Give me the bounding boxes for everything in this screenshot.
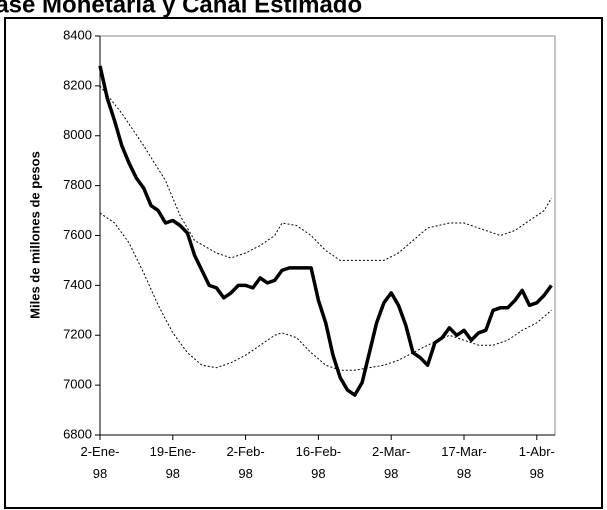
y-tick-label: 8200	[63, 77, 92, 92]
y-tick-label: 6800	[63, 426, 92, 441]
y-tick-label: 7800	[63, 177, 92, 192]
y-tick-label: 8000	[63, 127, 92, 142]
y-tick-label: 7200	[63, 327, 92, 342]
y-tick-label: 7400	[63, 277, 92, 292]
x-tick-label: 19-Ene-98	[149, 444, 196, 481]
y-tick-label: 7600	[63, 227, 92, 242]
band-line	[99, 212, 552, 371]
chart-frame	[4, 17, 603, 509]
x-tick-label: 16-Feb-98	[295, 444, 342, 481]
x-tick-label: 2-Mar-98	[372, 444, 411, 481]
y-tick-label: 7000	[63, 377, 92, 392]
chart-title: Base Monetaria y Canal Estimado	[0, 0, 362, 18]
x-tick-label: 17-Mar-98	[441, 444, 487, 481]
x-tick-label: 2-Feb-98	[226, 444, 265, 481]
data-line	[98, 65, 553, 397]
y-tick-label: 8400	[63, 27, 92, 42]
x-tick-label: 2-Ene-98	[80, 444, 120, 481]
x-tick-label: 1-Abr-98	[518, 444, 555, 481]
band-line	[99, 85, 552, 261]
y-axis-label: Miles de millones de pesos	[27, 151, 42, 319]
